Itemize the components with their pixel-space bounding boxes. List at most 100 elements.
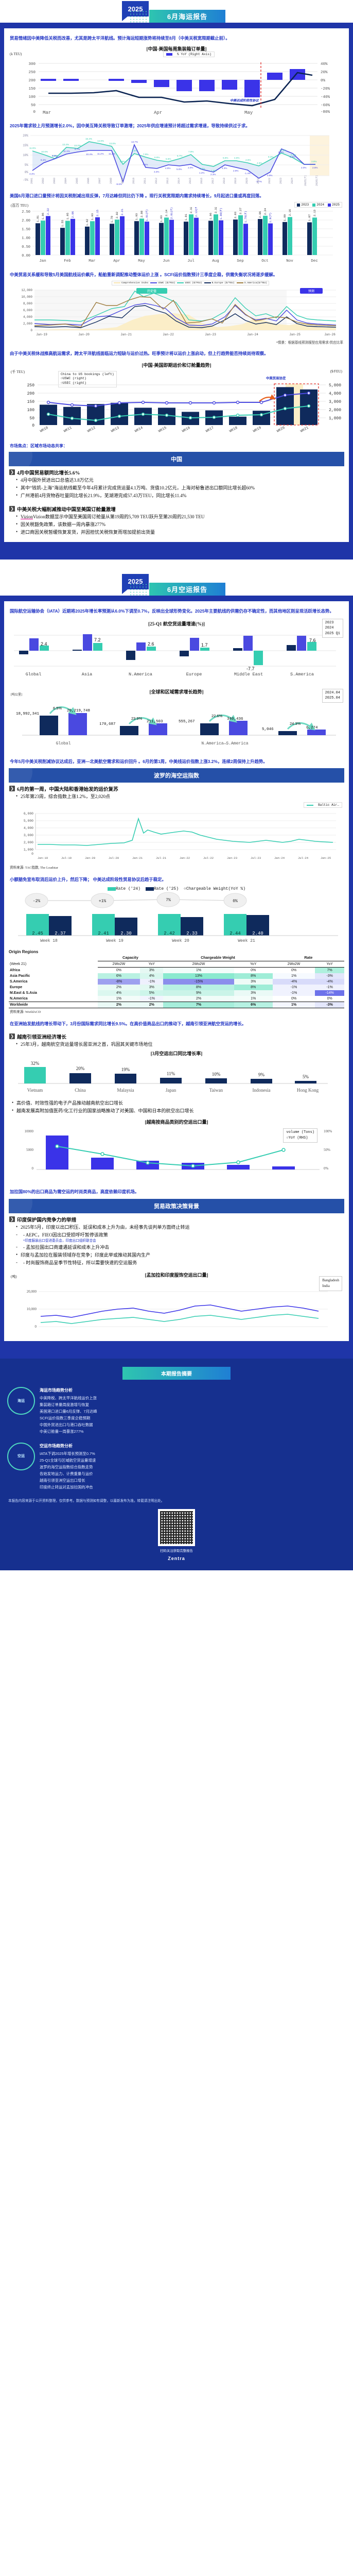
list-item: 进口商因关税暂缓恢复发货，并因担忧关税恢复而增加提前出货量 [16, 529, 344, 536]
svg-text:Jul-20: Jul-20 [109, 856, 119, 860]
svg-text:4.6%: 4.6% [234, 157, 239, 159]
svg-text:2.00: 2.00 [22, 219, 30, 223]
svg-text:Jul: Jul [187, 259, 195, 263]
svg-text:4,000: 4,000 [23, 315, 32, 319]
svg-text:9.4%: 9.4% [132, 149, 137, 152]
bullets-vietnam: 25年3月，越南航空货运量增长居亚洲之首，巩固其关键市场地位 [16, 1041, 344, 1048]
svg-text:WK15: WK15 [158, 426, 168, 433]
chevron-right-icon: ❯ [9, 1216, 15, 1222]
svg-text:WK16: WK16 [182, 426, 191, 433]
svg-text:2.06: 2.06 [259, 211, 262, 218]
svg-text:1.83: 1.83 [160, 215, 163, 222]
svg-text:WK19: WK19 [253, 426, 262, 433]
svg-text:4.9%: 4.9% [165, 167, 170, 170]
svg-text:2.0%: 2.0% [188, 166, 193, 169]
air-card: 国际航空运输协会（IATA）近期将2025年增长率预测从6.0%下调至0.7%，… [4, 601, 349, 1342]
svg-text:4.5%: 4.5% [257, 162, 262, 164]
list-item: - 孟加拉国出口商遭遇延误和成本上升冲击 [16, 1244, 344, 1251]
legend-bangladesh: Bangladesh [322, 1278, 339, 1283]
svg-text:2.33: 2.33 [186, 931, 198, 936]
legend-2025: 2025 [328, 203, 340, 207]
svg-text:May: May [138, 259, 145, 263]
chart3-svg: 2.50 2.00 1.50 1.00 0.50 0.00 [22, 207, 333, 263]
svg-text:0: 0 [35, 1325, 37, 1329]
bd-in-svg: 20,000 10,000 0 [27, 1290, 328, 1329]
svg-text:Mar: Mar [89, 259, 96, 263]
svg-text:1.96: 1.96 [42, 213, 45, 219]
svg-text:2003: 2003 [53, 178, 56, 184]
svg-text:2.32: 2.32 [215, 207, 218, 213]
banner-title-sea: 6月海运报告 [149, 10, 225, 23]
list-item: 广州港前4月货物吞吐量同比增长21.9%，芜湖港完成57.43万TEU，同比增长… [16, 492, 344, 499]
svg-text:WK12: WK12 [87, 426, 97, 433]
list-item: 美国港口进口量6月反弹、7月达峰 [40, 1409, 97, 1414]
svg-text:0: 0 [32, 423, 34, 428]
table-col-rate-2wo2w: 2Wo2W [272, 961, 315, 968]
svg-text:2008: 2008 [110, 178, 113, 184]
footer-block-air: 空运 空运市场趋势分析 IATA下调2025年增长预测至0.7% 25-Q1全球… [7, 1443, 348, 1491]
svg-text:N.America↔S.America: N.America↔S.America [201, 741, 248, 746]
svg-text:50%: 50% [324, 1148, 330, 1152]
svg-text:5%: 5% [25, 163, 29, 167]
svg-text:WK13: WK13 [111, 426, 120, 433]
svg-text:6.1%: 6.1% [41, 159, 46, 161]
svg-text:3,000: 3,000 [24, 834, 33, 837]
bullets-vietnam-2: 高价值、时效性强的电子产品推动越南航空出口增长 越南发展高附加值医药/化工行业的… [12, 1099, 344, 1114]
sea-section: 贸易情绪因中美降低关税而改善，尤其是跨太平洋航线。预计海运短期涨势将持续至8月（… [0, 23, 353, 548]
headline-china-trade: ❯ 4月中国贸易额同比增长5.6% [9, 469, 344, 476]
svg-text:2.06: 2.06 [72, 211, 75, 218]
svg-text:1.89: 1.89 [284, 214, 287, 221]
svg-text:340,436: 340,436 [227, 717, 243, 721]
chart-demand-supply-growth: 20% 15% 10% 5% 0% -5% 11.9% 10.6% 8.9% 13.4% 13… [9, 132, 344, 186]
svg-text:211,503: 211,503 [147, 720, 163, 724]
svg-text:2001: 2001 [30, 178, 33, 184]
svg-text:Jan-22: Jan-22 [180, 856, 190, 860]
chart5-unit-right: ($/FEU) [330, 369, 342, 374]
table-group-capacity: Capacity [97, 954, 164, 961]
svg-text:13.2%: 13.2% [74, 144, 81, 147]
svg-text:2.37: 2.37 [55, 931, 66, 936]
svg-text:13.4%: 13.4% [62, 143, 69, 146]
svg-text:6.8%: 6.8% [154, 156, 160, 159]
svg-text:Apr: Apr [154, 110, 162, 115]
bullets-india-policy: 2025年5月，印度以出口积压、延误和成本上升为由，未经事先谈判单方面终止转运 … [16, 1223, 344, 1267]
svg-text:2.4: 2.4 [41, 641, 47, 647]
chart1-legend: % YoY (Right Axis) [163, 51, 215, 57]
svg-text:Week 19: Week 19 [106, 939, 123, 943]
svg-text:13.8%: 13.8% [109, 142, 116, 145]
table-title: Origin Regions [9, 949, 39, 954]
svg-text:2013: 2013 [166, 178, 169, 184]
svg-text:10,000: 10,000 [27, 1307, 37, 1311]
section-bar-china: 中国 [9, 451, 344, 466]
svg-text:2024: 2024 [291, 178, 294, 184]
list-item: 波罗的海空运指数综合指数走势 [40, 1464, 93, 1469]
legend-bookings: China to US bookings (left) [61, 372, 114, 376]
svg-text:1.00: 1.00 [22, 236, 30, 241]
svg-text:2.22: 2.22 [47, 208, 50, 215]
legend-2024: 2024 [312, 203, 324, 207]
svg-text:200: 200 [28, 79, 36, 83]
table-col-cap-yoy: YoY [140, 961, 164, 968]
list-item: 25-Q1全球与区域航空货运量增速 [40, 1458, 96, 1463]
table-group-rate: Rate [272, 954, 344, 961]
vn-commodity-title: [越南按商品类别的空运出口量] [145, 1119, 208, 1125]
svg-text:20%: 20% [23, 134, 28, 138]
svg-text:250: 250 [27, 383, 35, 388]
svg-text:100: 100 [28, 95, 36, 99]
svg-text:19%: 19% [121, 1067, 130, 1072]
svg-text:-80%: -80% [321, 110, 330, 114]
chart-bd-in-apparel: (吨) Bangladesh India 20,000 10,000 0 [9, 1275, 344, 1336]
svg-text:2016: 2016 [200, 178, 203, 184]
table-row: M.East & S.Asia 4% 5% 9% 3% -1% -14% [9, 990, 344, 996]
list-item: 印度终止转运对孟加拉国的冲击 [40, 1484, 93, 1489]
march-export-chart-title: [3月空运出口同比增长率] [150, 1050, 203, 1056]
sea-lead-3: 美国6月港口进口量预计将因关税削减出现反弹，7月达峰但同比仍下降 。现行关税宽限… [10, 193, 264, 199]
svg-text:20,000: 20,000 [27, 1290, 37, 1294]
svg-text:1.91: 1.91 [185, 214, 188, 221]
svg-text:6.5%: 6.5% [53, 706, 62, 710]
svg-text:15%: 15% [23, 144, 28, 147]
sea-lead-2: 2025年需求较上月预测增长2.0%，因中美互降关税导致订单激增；2025年供应… [10, 123, 250, 128]
chart3-legend: 2023 2024 2025 [294, 202, 342, 208]
svg-text:11.2%: 11.2% [97, 152, 104, 155]
qr-code-icon[interactable] [158, 1509, 195, 1546]
